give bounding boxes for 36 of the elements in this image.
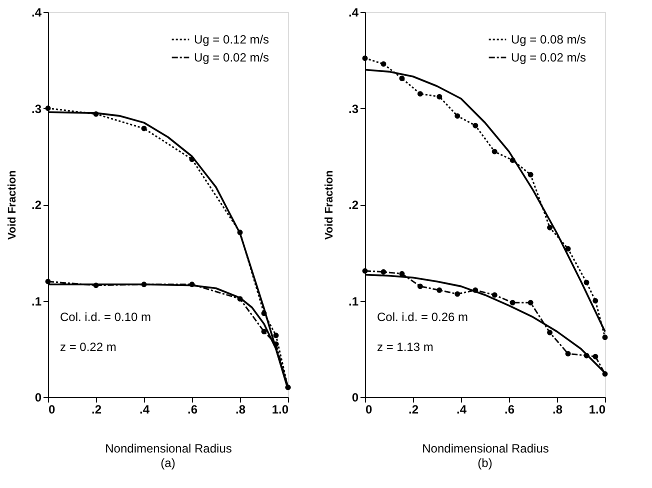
x-tick-label: 1.0 <box>272 402 289 416</box>
annotation: z = 0.22 m <box>60 340 116 354</box>
y-tick-label: .2 <box>31 198 42 212</box>
y-tick-label: .4 <box>31 6 42 20</box>
y-tick-label: .1 <box>348 294 359 308</box>
y-tick-label: .3 <box>31 102 42 116</box>
x-axis-title: Nondimensional Radius <box>105 442 232 456</box>
x-tick-label: .6 <box>504 402 515 416</box>
text: (a) <box>160 456 176 470</box>
legend-label: Ug = 0.02 m/s <box>194 50 270 64</box>
x-tick-label: .4 <box>456 402 467 416</box>
annotation: z = 1.13 m <box>377 340 434 354</box>
x-tick-label: 0 <box>366 402 372 416</box>
x-tick-label: .2 <box>408 402 419 416</box>
x-tick-label: .2 <box>91 402 102 416</box>
x-tick-label: .6 <box>187 402 198 416</box>
annotation: Col. i.d. = 0.26 m <box>377 310 468 324</box>
legend-label: Ug = 0.12 m/s <box>194 32 270 46</box>
x-tick-label: .8 <box>552 402 563 416</box>
y-axis-title: Void Fraction <box>6 170 18 240</box>
x-tick-label: .4 <box>139 402 150 416</box>
y-axis-title: Void Fraction <box>323 170 336 240</box>
y-tick-label: .4 <box>348 6 359 20</box>
x-tick-label: 1.0 <box>588 402 606 416</box>
annotation: Col. i.d. = 0.10 m <box>60 310 152 324</box>
y-tick-label: .2 <box>348 198 359 212</box>
legend-label: Ug = 0.02 m/s <box>511 50 586 64</box>
y-tick-label: .3 <box>348 102 359 116</box>
y-tick-label: 0 <box>34 390 42 404</box>
x-axis-title: Nondimensional Radius <box>422 442 549 456</box>
x-tick-label: 0 <box>48 402 56 416</box>
y-tick-label: 0 <box>352 390 359 404</box>
text: (b) <box>478 456 492 470</box>
x-tick-label: .8 <box>235 402 246 416</box>
legend-label: Ug = 0.08 m/s <box>511 32 586 46</box>
y-tick-label: .1 <box>31 294 42 308</box>
